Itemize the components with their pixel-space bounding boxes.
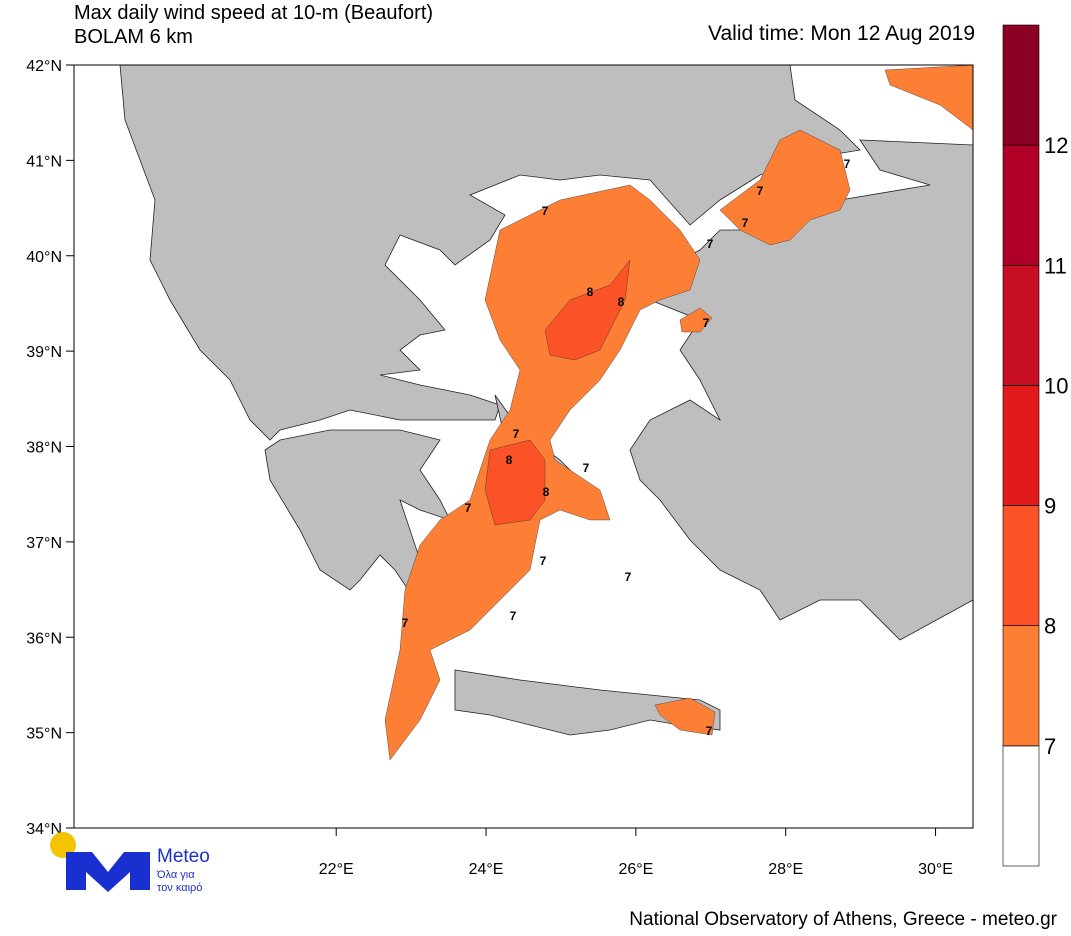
wind-area xyxy=(484,439,546,526)
logo-tagline: Όλα για xyxy=(156,869,195,881)
y-tick-label: 40°N xyxy=(26,249,62,266)
logo-name: Meteo xyxy=(157,846,210,867)
title: Max daily wind speed at 10-m (Beaufort) xyxy=(74,2,433,24)
wind-area xyxy=(654,697,716,736)
logo: Meteo Όλα για τον καιρό xyxy=(50,832,210,894)
y-tick-label: 41°N xyxy=(26,153,62,170)
wind-area xyxy=(884,64,974,131)
colorbar-box xyxy=(1002,625,1040,747)
valid-time: Valid time: Mon 12 Aug 2019 xyxy=(708,22,975,45)
wind-area xyxy=(719,129,851,246)
x-tick-label: 24°E xyxy=(469,861,504,878)
colorbar-box xyxy=(1002,24,1040,146)
colorbar-label: 12 xyxy=(1044,133,1068,158)
x-tick-label: 26°E xyxy=(618,861,653,878)
contour-label: 7 xyxy=(625,570,632,584)
contour-label: 7 xyxy=(540,554,547,568)
contour-label: 7 xyxy=(703,316,710,330)
colorbar-box xyxy=(1002,385,1040,506)
y-tick-label: 36°N xyxy=(26,630,62,647)
colorbar-box xyxy=(1002,505,1040,627)
colorbar-label: 11 xyxy=(1044,253,1067,278)
contour-label: 7 xyxy=(706,724,713,738)
contour-label: 7 xyxy=(844,157,851,171)
contour-label: 8 xyxy=(618,295,625,309)
x-tick-label: 28°E xyxy=(768,861,803,878)
contour-label: 7 xyxy=(513,427,520,441)
contour-label: 8 xyxy=(587,285,594,299)
contour-label: 8 xyxy=(543,485,550,499)
y-tick-label: 37°N xyxy=(26,535,62,552)
wind-area xyxy=(544,259,631,361)
colorbar-box xyxy=(1002,745,1040,867)
logo-sun xyxy=(50,832,76,858)
y-tick-label: 39°N xyxy=(26,344,62,361)
colorbar-label: 10 xyxy=(1044,373,1068,398)
y-tick-label: 38°N xyxy=(26,440,62,457)
logo-tagline: τον καιρό xyxy=(157,882,202,894)
contour-label: 7 xyxy=(542,204,549,218)
contour-label: 7 xyxy=(465,501,472,515)
map: 34°N 35°N 36°N 37°N 38°N 39°N 40°N 41°N 42°N 22°E… xyxy=(26,58,974,878)
colorbar-label: 8 xyxy=(1044,614,1056,639)
y-tick-label: 35°N xyxy=(26,726,62,743)
colorbar-label: 7 xyxy=(1044,734,1056,759)
logo-mark xyxy=(66,852,150,892)
contour-label: 7 xyxy=(742,216,749,230)
contour-label: 7 xyxy=(707,237,714,251)
colorbar-box xyxy=(1002,264,1040,386)
colorbar-label: 9 xyxy=(1044,494,1056,519)
x-tick-label: 30°E xyxy=(918,861,953,878)
contour-label: 7 xyxy=(510,609,517,623)
wind-area xyxy=(679,307,713,333)
colorbar-box xyxy=(1002,144,1040,266)
contour-label: 7 xyxy=(402,616,409,630)
footer: National Observatory of Athens, Greece -… xyxy=(629,909,1057,930)
x-tick-label: 22°E xyxy=(319,861,354,878)
y-tick-label: 34°N xyxy=(26,821,62,838)
subtitle: BOLAM 6 km xyxy=(74,26,193,48)
y-tick-label: 42°N xyxy=(26,58,62,75)
land xyxy=(119,64,861,441)
contour-label: 8 xyxy=(506,453,513,467)
contour-label: 7 xyxy=(757,184,764,198)
contour-label: 7 xyxy=(583,461,590,475)
colorbar: 7 8 9 10 11 12 xyxy=(1002,24,1068,867)
